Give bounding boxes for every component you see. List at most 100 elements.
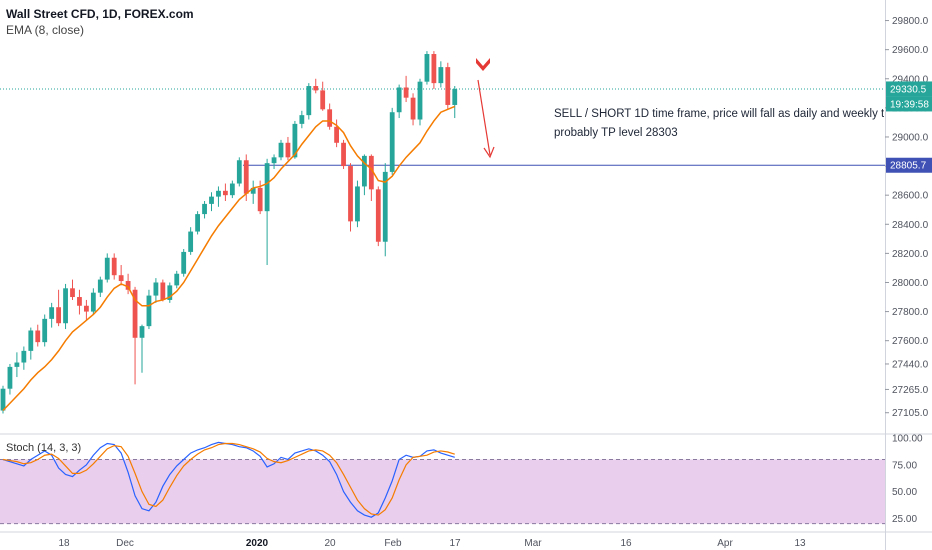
- candle-body: [153, 282, 159, 296]
- indicator-label-stoch: Stoch (14, 3, 3): [6, 442, 82, 454]
- time-axis-label: 18: [58, 538, 70, 549]
- candle-body: [424, 54, 430, 82]
- countdown-badge: 19:39:58: [890, 99, 929, 110]
- candle-body: [77, 297, 82, 306]
- level-price-badge-bg: [886, 157, 932, 173]
- time-axis-label: Apr: [717, 538, 733, 549]
- price-axis-label: 27800.0: [892, 307, 929, 318]
- price-axis-label: 28400.0: [892, 220, 929, 231]
- candle-body: [174, 273, 180, 286]
- sell-arrow-icon: [476, 58, 490, 71]
- candle-body: [35, 330, 41, 343]
- candle-body: [160, 282, 166, 300]
- candle-body: [90, 292, 96, 312]
- time-axis-label: 16: [620, 538, 632, 549]
- price-axis-label: 28000.0: [892, 278, 929, 289]
- candle-body: [243, 160, 249, 194]
- candle-body: [139, 326, 145, 338]
- time-axis-label: Dec: [116, 538, 134, 549]
- time-axis-label: Feb: [384, 538, 402, 549]
- candle-body: [445, 67, 451, 105]
- candle-body: [375, 189, 381, 242]
- candle-body: [132, 289, 138, 338]
- candle-body: [292, 123, 298, 158]
- time-axis-label: 2020: [246, 538, 269, 549]
- symbol-title: Wall Street CFD, 1D, FOREX.com: [6, 7, 194, 21]
- price-axis-label: 27440.0: [892, 359, 929, 370]
- candle-body: [257, 187, 263, 212]
- candle-body: [84, 305, 89, 312]
- time-axis-label: 20: [324, 538, 336, 549]
- candle-body: [49, 307, 55, 319]
- candle-body: [56, 307, 61, 324]
- candle-body: [327, 109, 333, 127]
- candle-body: [21, 350, 27, 363]
- candle-body: [42, 318, 48, 343]
- stoch-d-line: [2, 442, 455, 516]
- candle-body: [396, 87, 402, 113]
- candle-body: [216, 190, 221, 197]
- price-axis-label: 29800.0: [892, 16, 929, 27]
- candle-body: [202, 203, 207, 215]
- candle-body: [264, 163, 270, 212]
- candle-body: [63, 288, 68, 324]
- candle-body: [334, 126, 339, 143]
- candle-body: [167, 285, 173, 300]
- ema-line: [2, 105, 456, 412]
- stoch-axis-label: 50.00: [892, 487, 917, 498]
- price-axis-label: 28200.0: [892, 249, 929, 260]
- candle-body: [250, 187, 256, 194]
- candle-body: [195, 214, 200, 232]
- time-axis-label: Mar: [524, 538, 542, 549]
- price-axis-label: 27600.0: [892, 336, 929, 347]
- candle-body: [382, 171, 388, 242]
- trajectory-arrow-line: [477, 79, 491, 156]
- candle-body: [341, 142, 346, 167]
- candle-body: [104, 257, 110, 280]
- price-axis-label: 27265.0: [892, 385, 929, 396]
- candle-body: [223, 190, 228, 196]
- candle-body: [299, 115, 305, 124]
- candle-body: [417, 81, 423, 120]
- indicator-label-ema: EMA (8, close): [6, 23, 85, 37]
- candle-body: [271, 157, 277, 164]
- candle-body: [348, 166, 353, 222]
- price-axis-label: 29000.0: [892, 132, 929, 143]
- candle-body: [431, 54, 437, 84]
- price-axis-label: 27105.0: [892, 408, 929, 419]
- candle-body: [28, 330, 34, 351]
- candle-body: [125, 281, 131, 290]
- candle-body: [285, 142, 291, 158]
- time-axis-label: 13: [794, 538, 806, 549]
- candle-body: [236, 160, 242, 184]
- last-price-badge: 29330.5: [890, 84, 927, 95]
- candle-body: [306, 86, 312, 116]
- candle-body: [0, 388, 6, 411]
- annotation-text-line2: probably TP level 28303: [554, 127, 678, 139]
- candle-body: [14, 362, 20, 367]
- stoch-axis-label: 25.00: [892, 514, 917, 525]
- candle-body: [320, 90, 326, 110]
- candle-body: [146, 295, 152, 327]
- candle-body: [209, 196, 214, 204]
- price-axis-label: 29400.0: [892, 74, 929, 85]
- candle-body: [278, 142, 284, 158]
- candle-body: [111, 257, 117, 276]
- trajectory-arrowhead-icon: [483, 146, 495, 159]
- candle-body: [181, 251, 187, 274]
- price-axis-label: 28600.0: [892, 191, 929, 202]
- price-pane: [0, 0, 885, 432]
- candle-body: [362, 155, 367, 187]
- candle-body: [97, 279, 103, 293]
- candle-body: [7, 366, 13, 389]
- candle-body: [188, 231, 194, 252]
- countdown-badge-bg: [886, 96, 932, 112]
- candle-body: [229, 183, 235, 196]
- price-axis-label: 29600.0: [892, 45, 929, 56]
- candle-body: [389, 112, 395, 172]
- candle-body: [403, 87, 409, 98]
- stoch-axis-label: 75.00: [892, 460, 917, 471]
- level-price-badge: 28805.7: [890, 161, 927, 172]
- candle-body: [438, 67, 444, 84]
